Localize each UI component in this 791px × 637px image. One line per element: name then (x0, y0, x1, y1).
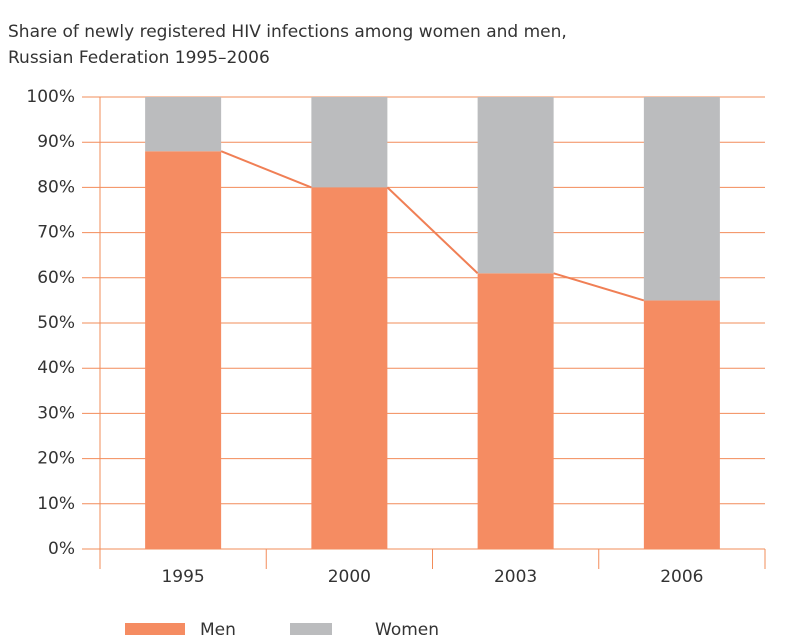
trend-line (386, 186, 479, 275)
y-tick-label: 20% (37, 449, 75, 469)
legend-swatch (125, 623, 185, 635)
bar-segment (643, 300, 720, 549)
chart-title: Russian Federation 1995–2006 (8, 48, 270, 68)
y-tick-label: 40% (37, 358, 75, 378)
bar-segment (145, 151, 222, 550)
bar-segment (311, 187, 388, 549)
x-tick-label: 2003 (494, 567, 537, 587)
bar-segment (477, 273, 554, 549)
y-tick-label: 90% (37, 132, 75, 152)
y-tick-label: 0% (48, 539, 75, 559)
y-tick-label: 70% (37, 223, 75, 243)
bar-segment (145, 97, 222, 152)
legend-swatch (290, 623, 332, 635)
y-tick-label: 10% (37, 494, 75, 514)
y-tick-label: 60% (37, 268, 75, 288)
legend-label: Men (200, 620, 236, 637)
y-tick-label: 100% (26, 87, 75, 107)
bar-segment (311, 97, 388, 188)
x-tick-label: 2006 (660, 567, 703, 587)
x-tick-label: 2000 (328, 567, 371, 587)
bar-segment (477, 97, 554, 274)
y-tick-label: 80% (37, 177, 75, 197)
legend-label: Women (375, 620, 439, 637)
y-tick-label: 50% (37, 313, 75, 333)
chart-title: Share of newly registered HIV infections… (8, 22, 567, 42)
x-tick-label: 1995 (161, 567, 204, 587)
trend-line (220, 150, 312, 189)
trend-line (553, 272, 645, 302)
bar-segment (643, 97, 720, 301)
y-tick-label: 30% (37, 403, 75, 423)
